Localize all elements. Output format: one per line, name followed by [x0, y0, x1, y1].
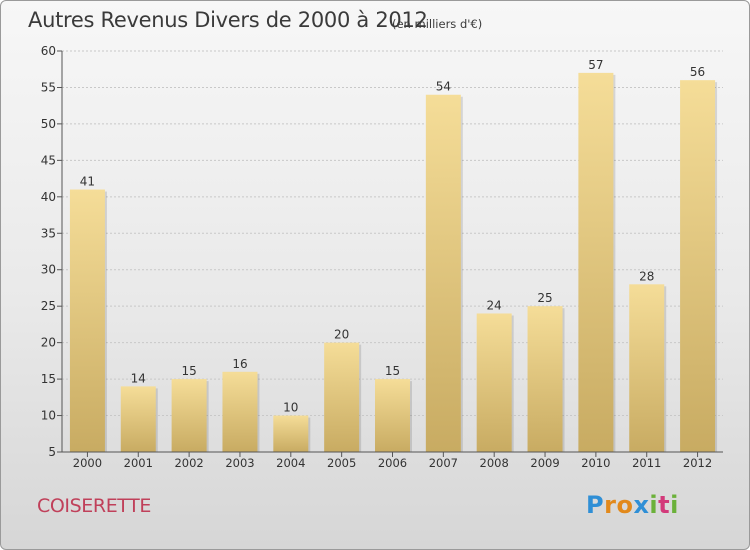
y-tick-label: 25 — [41, 299, 56, 313]
x-tick-label: 2012 — [683, 456, 712, 470]
logo-letter: x — [633, 491, 650, 519]
x-tick-label: 2007 — [429, 456, 458, 470]
bar — [578, 72, 614, 452]
x-tick-label: 2006 — [378, 456, 407, 470]
logo-letter: r — [604, 491, 617, 519]
y-tick-label: 40 — [41, 190, 56, 204]
bar-value-label: 54 — [436, 80, 451, 94]
bar — [527, 306, 563, 452]
bar-value-label: 10 — [283, 401, 298, 415]
bar — [222, 371, 258, 452]
bar-value-label: 24 — [487, 298, 502, 312]
logo-letter: i — [670, 491, 679, 519]
x-tick-label: 2002 — [174, 456, 203, 470]
logo-letter: o — [616, 491, 634, 519]
bar-value-label: 57 — [588, 58, 603, 72]
y-tick-label: 50 — [41, 117, 56, 131]
bar — [120, 386, 156, 452]
proxiti-logo: Proxiti — [586, 491, 679, 519]
bar — [324, 342, 360, 452]
y-tick-label: 35 — [41, 226, 56, 240]
bar — [425, 94, 461, 452]
x-tick-label: 2008 — [480, 456, 509, 470]
x-tick-label: 2003 — [225, 456, 254, 470]
bar-value-label: 14 — [131, 371, 146, 385]
logo-letter: t — [658, 491, 671, 519]
x-tick-label: 2011 — [632, 456, 661, 470]
y-tick-label: 20 — [41, 336, 56, 350]
bar-value-label: 41 — [80, 175, 95, 189]
y-tick-label: 5 — [48, 445, 56, 459]
x-tick-label: 2005 — [327, 456, 356, 470]
bar-value-label: 15 — [385, 364, 400, 378]
logo-letter: P — [586, 491, 605, 519]
commune-name: COISERETTE — [37, 495, 151, 517]
bar-value-label: 15 — [181, 364, 196, 378]
y-tick-label: 45 — [41, 153, 56, 167]
bar — [629, 284, 665, 452]
y-tick-label: 55 — [41, 80, 56, 94]
logo-letter: i — [649, 491, 659, 519]
bar-value-label: 16 — [232, 357, 247, 371]
bar — [680, 80, 716, 452]
y-tick-label: 15 — [41, 372, 56, 386]
bar — [476, 313, 512, 452]
bar — [273, 415, 309, 452]
x-tick-label: 2001 — [124, 456, 153, 470]
bar-value-label: 56 — [690, 65, 705, 79]
bar-value-label: 25 — [537, 291, 552, 305]
y-tick-label: 10 — [41, 409, 56, 423]
x-tick-label: 2004 — [276, 456, 305, 470]
chart-title: Autres Revenus Divers de 2000 à 2012 — [28, 8, 428, 32]
y-tick-label: 60 — [41, 44, 56, 58]
bar-value-label: 28 — [639, 269, 654, 283]
bar — [171, 379, 207, 452]
y-tick-label: 30 — [41, 263, 56, 277]
x-tick-label: 2010 — [581, 456, 610, 470]
bar — [69, 189, 105, 452]
chart-subtitle: (en milliers d'€) — [392, 17, 483, 31]
bar-value-label: 20 — [334, 328, 349, 342]
bar — [375, 379, 410, 452]
x-tick-label: 2009 — [530, 456, 559, 470]
x-tick-label: 2000 — [73, 456, 102, 470]
